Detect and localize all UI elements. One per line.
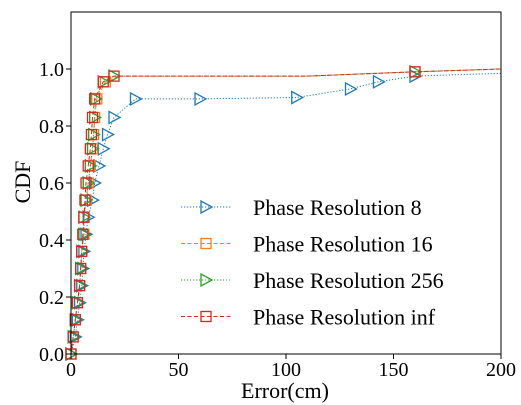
legend-marker <box>200 237 212 250</box>
series-4 <box>65 66 502 360</box>
data-point <box>97 76 109 88</box>
data-point <box>78 244 92 259</box>
x-axis-label: Error(cm) <box>241 378 329 403</box>
x-tick-label: 50 <box>169 359 189 381</box>
legend-item-1: Phase Resolution 8 <box>181 195 422 220</box>
legend-label: Phase Resolution 8 <box>253 195 422 220</box>
legend-label: Phase Resolution 256 <box>253 268 444 293</box>
data-point <box>80 177 92 189</box>
data-point <box>89 110 103 125</box>
legend-item-3: Phase Resolution 256 <box>181 268 444 293</box>
data-point <box>82 175 96 191</box>
x-tick-label: 150 <box>379 359 409 381</box>
legend-marker <box>200 310 212 323</box>
data-point <box>77 261 91 276</box>
y-tick-label: 0.0 <box>39 344 64 366</box>
legend-label: Phase Resolution 16 <box>253 232 433 257</box>
data-point <box>409 66 421 78</box>
legend-item-4: Phase Resolution inf <box>181 305 436 330</box>
legend: Phase Resolution 8 Phase Resolution 16 Pha… <box>181 195 444 330</box>
data-point <box>69 314 81 326</box>
data-point <box>82 160 94 172</box>
data-point <box>73 295 87 310</box>
y-axis-label: CDF <box>10 161 35 204</box>
y-tick-label: 0.4 <box>39 230 64 252</box>
data-point <box>84 158 98 173</box>
data-point <box>73 279 86 292</box>
y-tick-label: 0.6 <box>39 173 64 195</box>
x-tick-label: 0 <box>66 359 76 381</box>
series-line-3 <box>70 68 502 355</box>
legend-marker <box>200 199 214 215</box>
data-point <box>86 193 100 208</box>
data-point <box>129 91 143 107</box>
data-point <box>76 278 90 293</box>
legend-label: Phase Resolution inf <box>253 305 436 330</box>
legend-marker <box>200 272 214 288</box>
plot-frame <box>70 11 502 355</box>
data-point <box>71 297 84 309</box>
data-point <box>85 128 98 141</box>
data-point <box>76 245 88 258</box>
data-point <box>344 81 358 97</box>
data-point <box>75 262 87 275</box>
y-tick-label: 0.8 <box>39 116 64 138</box>
data-point <box>372 74 386 89</box>
data-point <box>69 329 83 344</box>
data-point <box>291 90 305 105</box>
x-tick-label: 100 <box>271 359 301 381</box>
data-point <box>86 141 100 156</box>
data-point <box>97 141 111 156</box>
data-point <box>90 91 104 107</box>
data-point <box>101 127 115 142</box>
data-point <box>86 111 99 124</box>
data-point <box>80 193 94 208</box>
data-point <box>84 143 96 155</box>
data-point <box>93 158 107 173</box>
legend-item-2: Phase Resolution 16 <box>181 232 433 257</box>
series-line-1 <box>70 72 502 355</box>
y-tick-label: 0.2 <box>39 287 64 309</box>
data-point <box>108 70 120 82</box>
x-tick-label: 200 <box>486 359 516 381</box>
data-point <box>194 91 208 107</box>
series-line-4 <box>70 68 502 355</box>
data-point <box>78 227 92 242</box>
data-point <box>78 211 90 223</box>
data-point <box>67 331 79 343</box>
data-point <box>89 175 103 191</box>
data-point <box>87 127 101 142</box>
data-point <box>79 194 91 206</box>
data-point <box>108 110 122 125</box>
data-point <box>77 228 89 240</box>
data-point <box>80 227 94 242</box>
y-tick-label: 1.0 <box>39 59 64 81</box>
data-point <box>71 312 85 327</box>
data-point <box>89 93 101 105</box>
axes: 0 50 100 150 200 0.0 0.2 0.4 0.6 0.8 1.0 <box>39 11 516 381</box>
